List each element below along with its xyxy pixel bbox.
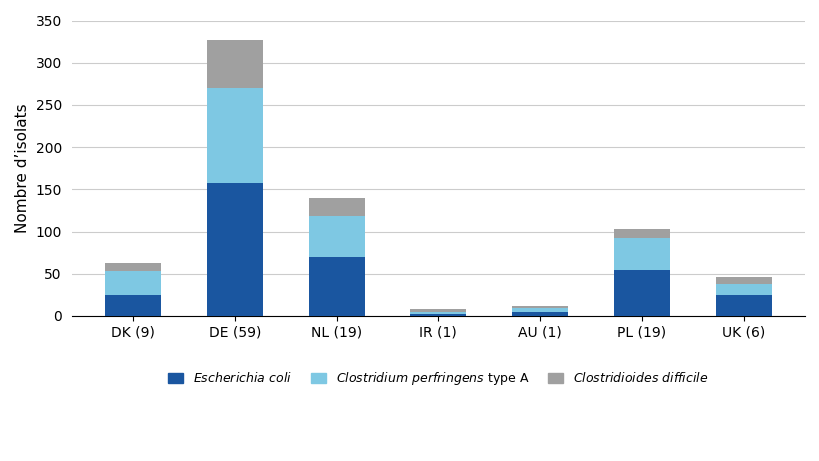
Bar bbox=[715, 277, 771, 284]
Y-axis label: Nombre d’isolats: Nombre d’isolats bbox=[15, 103, 30, 233]
Bar bbox=[613, 238, 669, 270]
Bar bbox=[308, 216, 364, 257]
Bar bbox=[105, 263, 161, 271]
Bar bbox=[512, 306, 568, 307]
Bar bbox=[715, 284, 771, 295]
Bar bbox=[410, 309, 466, 312]
Bar bbox=[512, 307, 568, 312]
Bar bbox=[613, 270, 669, 316]
Bar bbox=[715, 295, 771, 316]
Bar bbox=[410, 312, 466, 314]
Bar bbox=[105, 295, 161, 316]
Bar bbox=[512, 312, 568, 316]
Bar bbox=[206, 88, 262, 183]
Legend: $\it{Escherichia\ coli}$, $\it{Clostridium\ perfringens}$ type A, $\it{Clostridi: $\it{Escherichia\ coli}$, $\it{Clostridi… bbox=[163, 366, 713, 392]
Bar bbox=[105, 271, 161, 295]
Bar bbox=[308, 198, 364, 216]
Bar bbox=[206, 183, 262, 316]
Bar bbox=[410, 314, 466, 316]
Bar bbox=[206, 40, 262, 88]
Bar bbox=[308, 257, 364, 316]
Bar bbox=[613, 229, 669, 238]
